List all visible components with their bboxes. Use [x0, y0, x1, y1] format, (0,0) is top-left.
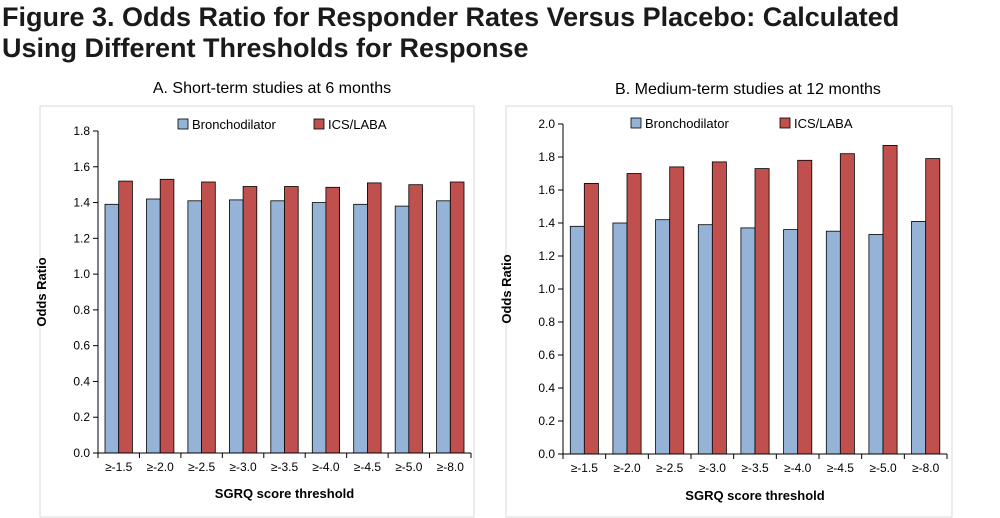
chart-a-bar-ics-laba	[325, 186, 340, 454]
chart-b-ytick-label: 1.6	[538, 183, 555, 197]
chart-a-xtick-label: ≥-5.0	[395, 460, 423, 474]
chart-a-ytick-label: 1.2	[73, 231, 90, 245]
chart-a-bar-bronchodilator	[394, 205, 410, 454]
chart-a-bar-bronchodilator	[146, 198, 161, 454]
chart-a-bar-bronchodilator	[311, 202, 327, 454]
chart-b-title: B. Medium-term studies at 12 months	[615, 81, 881, 98]
chart-b-bar-bronchodilator	[868, 234, 884, 455]
chart-a-legend-swatch-bronchodilator	[177, 118, 189, 130]
chart-a-ytick-label: 0.0	[73, 446, 90, 460]
chart-b-legend-swatch-ics-laba	[779, 117, 791, 129]
chart-b-bar-ics-laba	[839, 153, 855, 455]
chart-a-xtick-label: ≥-4.5	[354, 460, 382, 474]
chart-b-xtick-label: ≥-1.5	[571, 461, 599, 475]
chart-a-bar-ics-laba	[118, 180, 133, 454]
chart-a-ytick-label: 1.4	[73, 196, 90, 210]
chart-a-ytick-label: 0.6	[73, 339, 90, 353]
chart-a-xlabel: SGRQ score threshold	[215, 486, 354, 501]
chart-b-ytick-label: 2.0	[538, 117, 555, 131]
chart-b-legend-label-ics-laba: ICS/LABA	[794, 116, 853, 131]
chart-a-bar-bronchodilator	[270, 200, 285, 454]
chart-a-ytick-label: 0.8	[73, 303, 90, 317]
chart-a-xtick-label: ≥-3.0	[229, 460, 257, 474]
chart-a-bar-bronchodilator	[187, 200, 202, 454]
chart-b-xtick-label: ≥-3.5	[741, 461, 769, 475]
chart-b-ylabel: Odds Ratio	[499, 254, 514, 323]
chart-b-bar-ics-laba	[711, 161, 727, 455]
chart-a-ytick-label: 1.6	[73, 160, 90, 174]
chart-a-legend-swatch-ics-laba	[313, 118, 325, 130]
chart-b-xtick-label: ≥-5.0	[869, 461, 897, 475]
chart-b-bar-ics-laba	[882, 144, 898, 455]
chart-b-ytick-label: 0.8	[538, 315, 555, 329]
chart-b-bar-bronchodilator	[697, 224, 713, 455]
chart-b-bar-ics-laba	[925, 158, 941, 455]
chart-a-bar-ics-laba	[449, 181, 465, 454]
chart-a-bar-bronchodilator	[353, 203, 368, 454]
chart-b-bar-bronchodilator	[783, 229, 799, 455]
chart-a-xtick-label: ≥-1.5	[105, 460, 133, 474]
chart-a-ytick-label: 0.2	[73, 410, 90, 424]
chart-b-ytick-label: 0.4	[538, 381, 555, 395]
chart-a-bar-ics-laba	[366, 182, 382, 454]
chart-a-title: A. Short-term studies at 6 months	[153, 80, 391, 97]
chart-b-ytick-label: 1.8	[538, 150, 555, 164]
chart-a-legend-label-bronchodilator: Bronchodilator	[192, 117, 276, 132]
chart-a-xtick-label: ≥-3.5	[271, 460, 299, 474]
chart-a-ylabel: Odds Ratio	[34, 257, 49, 326]
chart-a-frame	[39, 105, 475, 518]
chart-b-ytick-label: 0.2	[538, 414, 555, 428]
chart-b-ytick-label: 1.2	[538, 249, 555, 263]
chart-b-xlabel: SGRQ score threshold	[685, 488, 824, 503]
chart-a-xtick-label: ≥-4.0	[312, 460, 340, 474]
chart-b-bar-bronchodilator	[825, 230, 841, 455]
chart-a-legend-label-ics-laba: ICS/LABA	[328, 117, 387, 132]
figure-title-line-2: Using Different Thresholds for Response	[2, 33, 529, 63]
chart-b-xtick-label: ≥-8.0	[912, 461, 940, 475]
chart-b-ytick-label: 0.0	[538, 447, 555, 461]
chart-a-bar-ics-laba	[408, 184, 423, 454]
chart-a-bar-ics-laba	[242, 186, 258, 454]
chart-b-bar-bronchodilator	[911, 220, 927, 455]
chart-a: A. Short-term studies at 6 months 0.0 0.2 0…	[34, 80, 472, 501]
chart-b-bar-bronchodilator	[569, 225, 585, 455]
chart-b-bar-bronchodilator	[740, 227, 756, 455]
chart-a-xtick-label: ≥-2.5	[188, 460, 216, 474]
chart-b-bar-ics-laba	[583, 182, 599, 455]
chart-a-bar-bronchodilator	[228, 199, 244, 454]
chart-b-ytick-label: 1.0	[538, 282, 555, 296]
figure-title-line-1: Figure 3. Odds Ratio for Responder Rates…	[2, 2, 900, 32]
chart-a-xtick-label: ≥-8.0	[437, 460, 465, 474]
chart-b-xtick-label: ≥-4.5	[827, 461, 855, 475]
chart-a-bar-bronchodilator	[436, 200, 451, 454]
chart-a-ytick-label: 1.0	[73, 267, 90, 281]
chart-b: B. Medium-term studies at 12 months 0.0 0.…	[499, 81, 948, 503]
chart-b-ytick-label: 1.4	[538, 216, 555, 230]
chart-b-ytick-label: 0.6	[538, 348, 555, 362]
chart-a-ytick-label: 0.4	[73, 374, 90, 388]
chart-b-xtick-label: ≥-3.0	[699, 461, 727, 475]
chart-a-bar-ics-laba	[284, 186, 299, 454]
chart-b-bar-ics-laba	[669, 166, 685, 455]
chart-b-legend-label-bronchodilator: Bronchodilator	[645, 116, 729, 131]
chart-b-legend-swatch-bronchodilator	[630, 117, 642, 129]
chart-b-xtick-label: ≥-4.0	[784, 461, 812, 475]
chart-a-bar-ics-laba	[201, 181, 216, 454]
chart-b-bar-bronchodilator	[655, 219, 671, 455]
chart-b-xtick-label: ≥-2.0	[613, 461, 641, 475]
chart-b-xtick-label: ≥-2.5	[656, 461, 684, 475]
chart-b-frame	[505, 105, 953, 518]
chart-a-bar-bronchodilator	[104, 203, 120, 454]
chart-a-bar-ics-laba	[159, 178, 175, 454]
chart-b-bar-ics-laba	[626, 173, 642, 455]
chart-a-xtick-label: ≥-2.0	[147, 460, 175, 474]
chart-b-bar-ics-laba	[754, 168, 770, 455]
chart-b-bar-ics-laba	[797, 159, 813, 455]
chart-a-ytick-label: 1.8	[73, 124, 90, 138]
figure-title: Figure 3. Odds Ratio for Responder Rates…	[2, 2, 992, 64]
chart-b-bar-bronchodilator	[612, 222, 628, 455]
